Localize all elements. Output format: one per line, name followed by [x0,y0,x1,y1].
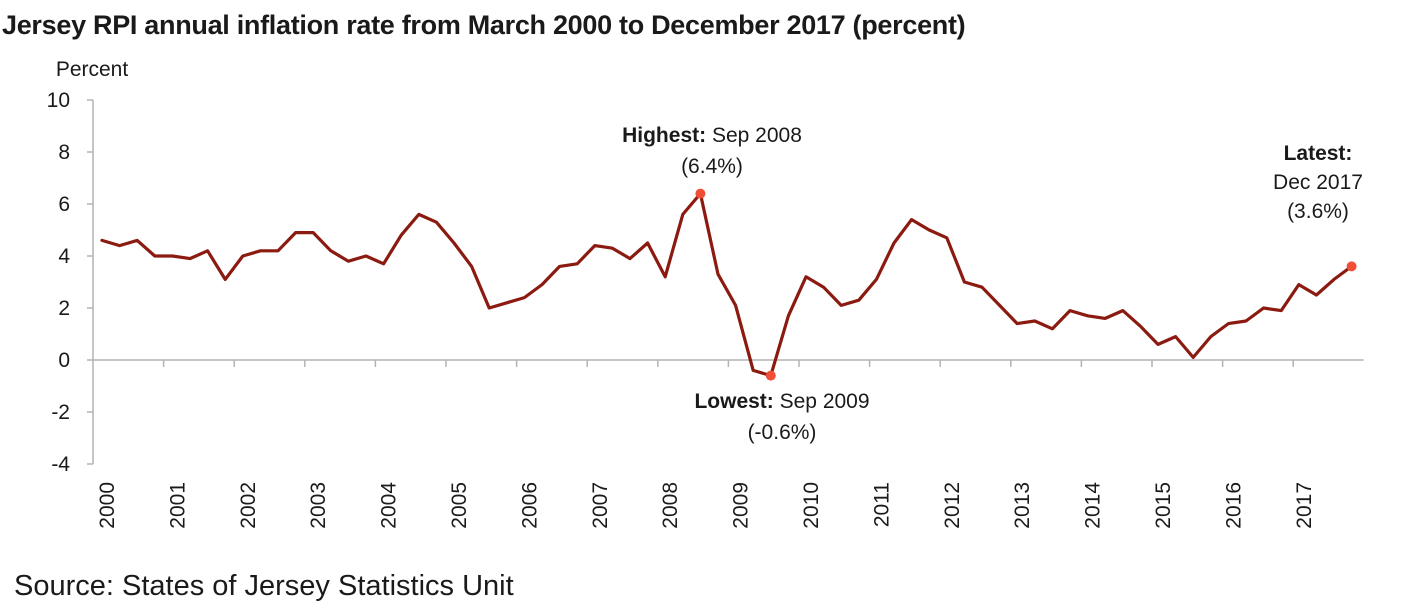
x-tick-label: 2002 [237,482,260,529]
highest-label: Highest: Sep 2008 [622,124,802,147]
latest-marker [1346,261,1357,272]
y-tick-label: 2 [58,297,70,320]
x-tick-label: 2012 [941,482,964,529]
source-note: Source: States of Jersey Statistics Unit [14,570,514,602]
y-tick-label: -4 [51,453,70,476]
y-axis: 10 8 6 4 2 0 -2 -4 [47,89,94,476]
x-tick-label: 2006 [518,482,541,529]
lowest-label-date: Sep 2009 [780,390,870,413]
x-tick-label: 2003 [307,482,330,529]
series-line [100,192,1354,378]
x-axis: 2000 2001 2002 2003 2004 2005 2006 2007 2008 2009… [93,359,1364,529]
x-tick-label: 2008 [659,482,682,529]
x-tick-label: 2001 [166,482,189,529]
x-tick-label: 2015 [1152,482,1175,529]
highest-marker [695,188,706,199]
highest-value: (6.4%) [681,155,743,178]
lowest-marker [765,370,776,381]
series-layer [100,192,1354,378]
x-tick-label: 2009 [730,482,753,529]
y-tick-label: 0 [58,349,70,372]
y-tick-label: -2 [51,401,70,424]
x-tick-label: 2016 [1222,482,1245,529]
highest-label-bold: Highest: [622,124,712,147]
y-tick-label: 4 [58,245,70,268]
latest-line-0: Dec 2017 [1273,171,1363,194]
x-tick-label: 2005 [448,482,471,529]
x-tick-label: 2011 [870,482,893,527]
annotation-layer: Highest: Sep 2008 (6.4%) Lowest: Sep 2009 (… [622,124,1363,444]
latest-label-bold: Latest: [1284,142,1353,165]
x-tick-label: 2007 [589,482,612,529]
latest-line-1: (3.6%) [1287,200,1349,223]
y-axis-label: Percent [56,58,129,81]
x-tick-label: 2013 [1011,482,1034,529]
x-tick-label: 2014 [1082,482,1105,529]
lowest-value: (-0.6%) [748,421,817,444]
lowest-label-bold: Lowest: [694,390,779,413]
highest-label-date: Sep 2008 [712,124,802,147]
y-tick-label: 8 [58,141,70,164]
y-tick-label: 10 [47,89,70,112]
x-tick-label: 2004 [378,482,401,529]
chart-title: Jersey RPI annual inflation rate from Ma… [2,10,966,40]
y-tick-label: 6 [58,193,70,216]
x-tick-label: 2017 [1293,482,1316,529]
lowest-label: Lowest: Sep 2009 [694,390,869,413]
x-tick-label: 2010 [800,482,823,529]
x-tick-label: 2000 [96,482,119,529]
